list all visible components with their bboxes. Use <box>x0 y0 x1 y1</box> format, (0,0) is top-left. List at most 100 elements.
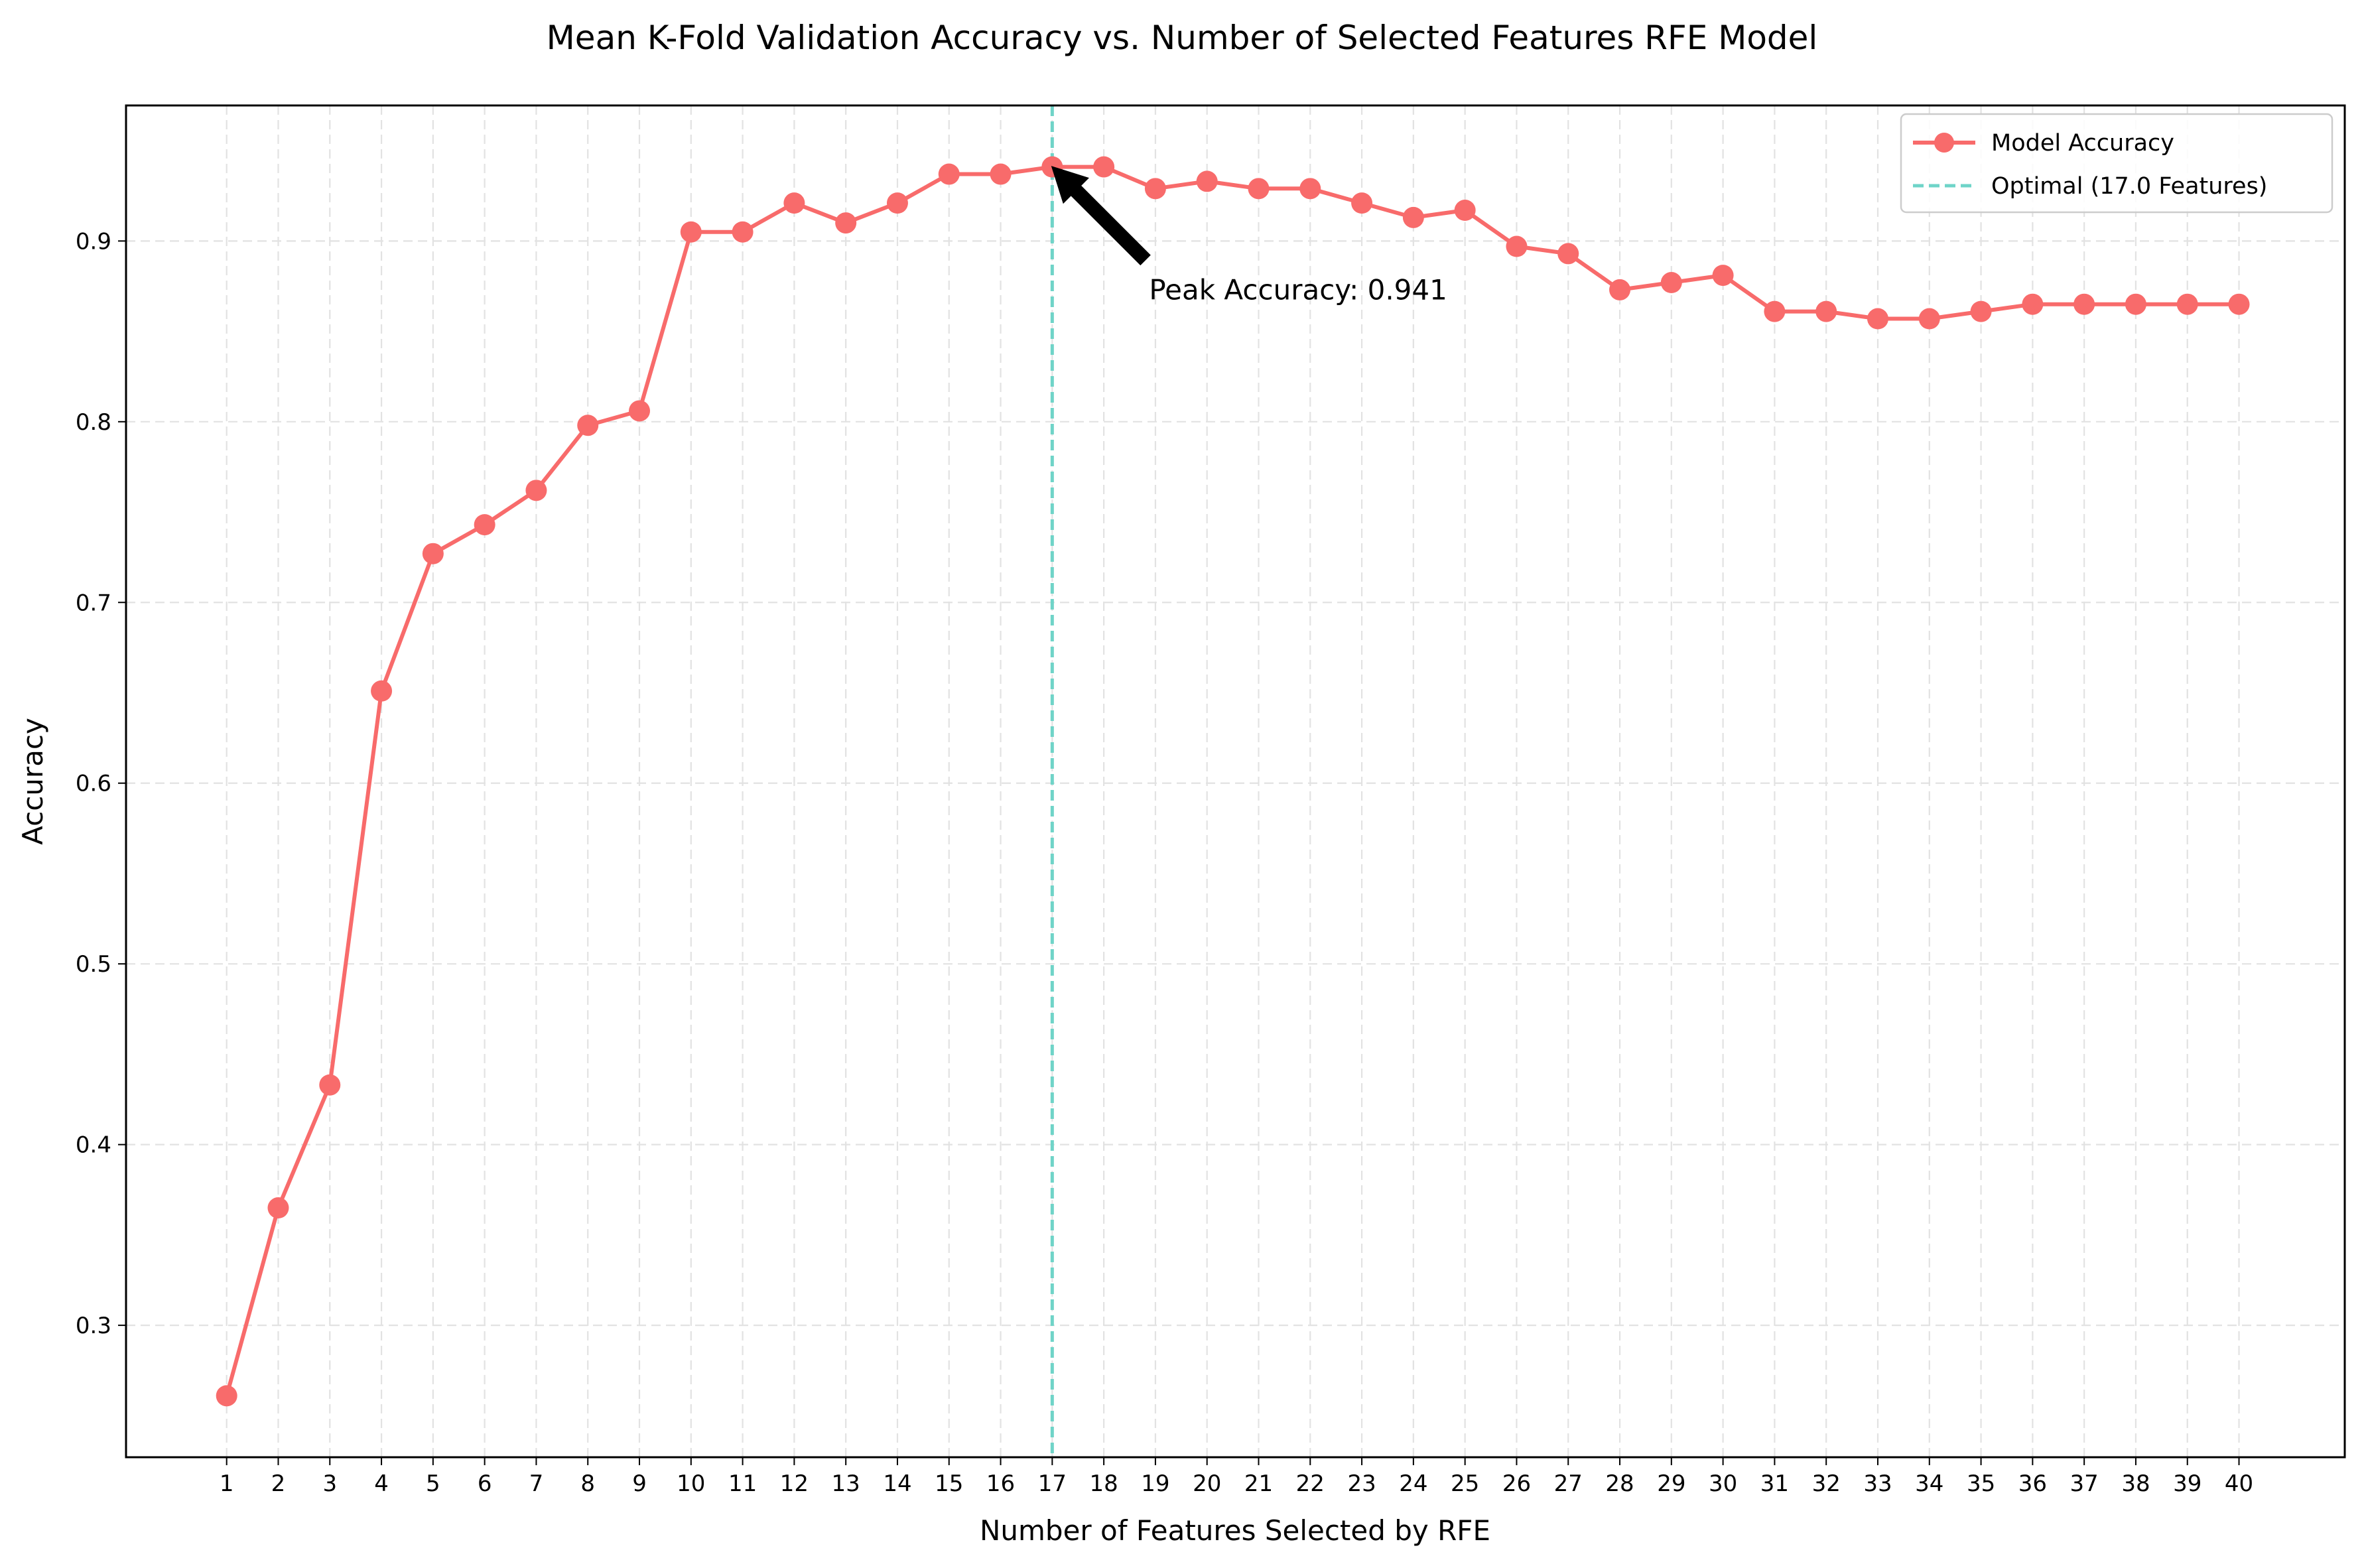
data-point <box>1093 156 1115 178</box>
x-tick-label: 11 <box>728 1470 757 1497</box>
data-point <box>680 221 702 243</box>
x-tick-label: 29 <box>1657 1470 1685 1497</box>
y-tick-label: 0.9 <box>76 228 111 255</box>
x-tick-label: 13 <box>832 1470 860 1497</box>
annotation-arrow <box>1051 166 1151 266</box>
x-tick-label: 21 <box>1244 1470 1273 1497</box>
data-point <box>474 514 495 536</box>
data-point <box>835 212 857 234</box>
annotation-text: Peak Accuracy: 0.941 <box>1149 274 1447 306</box>
x-axis-title: Number of Features Selected by RFE <box>980 1514 1490 1547</box>
legend-series-label: Model Accuracy <box>1991 130 2174 157</box>
data-point <box>783 192 805 214</box>
x-tick-label: 9 <box>632 1470 647 1497</box>
data-point <box>2228 293 2250 315</box>
data-point <box>1248 178 1270 200</box>
y-axis-title: Accuracy <box>17 718 49 845</box>
x-tick-label: 16 <box>986 1470 1015 1497</box>
x-tick-label: 23 <box>1347 1470 1376 1497</box>
x-tick-label: 40 <box>2225 1470 2253 1497</box>
data-point <box>629 400 651 422</box>
x-tick-label: 28 <box>1605 1470 1634 1497</box>
chart-title: Mean K-Fold Validation Accuracy vs. Numb… <box>547 19 1818 57</box>
y-tick-label: 0.7 <box>76 590 111 616</box>
data-point <box>1299 178 1321 200</box>
data-point <box>1815 300 1837 322</box>
data-point <box>1144 178 1166 200</box>
data-point <box>1454 200 1476 222</box>
data-point <box>525 480 547 501</box>
x-tick-label: 5 <box>426 1470 440 1497</box>
data-point <box>2176 293 2198 315</box>
data-point <box>1402 206 1424 228</box>
x-tick-label: 20 <box>1193 1470 1221 1497</box>
x-tick-label: 25 <box>1451 1470 1479 1497</box>
x-tick-label: 33 <box>1863 1470 1892 1497</box>
data-point <box>1712 265 1734 287</box>
x-tick-label: 22 <box>1296 1470 1325 1497</box>
x-tick-label: 18 <box>1090 1470 1118 1497</box>
data-point <box>267 1197 289 1219</box>
data-point <box>371 680 393 702</box>
data-point <box>1970 300 1992 322</box>
data-point <box>2125 293 2146 315</box>
x-tick-label: 10 <box>677 1470 705 1497</box>
x-tick-label: 39 <box>2173 1470 2201 1497</box>
x-tick-label: 7 <box>529 1470 544 1497</box>
x-tick-label: 35 <box>1967 1470 1995 1497</box>
x-tick-label: 31 <box>1760 1470 1789 1497</box>
x-tick-label: 15 <box>935 1470 963 1497</box>
x-tick-label: 14 <box>883 1470 911 1497</box>
data-point <box>1351 192 1373 214</box>
y-tick-label: 0.6 <box>76 771 111 797</box>
data-point <box>1609 279 1631 300</box>
x-tick-label: 1 <box>220 1470 234 1497</box>
data-point <box>577 415 599 436</box>
y-tick-label: 0.8 <box>76 409 111 436</box>
data-point <box>2022 293 2044 315</box>
series-line-model-accuracy <box>224 164 2239 1397</box>
y-tick-label: 0.3 <box>76 1313 111 1339</box>
annotation-group: Peak Accuracy: 0.941 <box>1051 166 1447 306</box>
x-tick-label: 37 <box>2070 1470 2099 1497</box>
x-tick-label: 36 <box>2018 1470 2047 1497</box>
data-point <box>886 192 908 214</box>
x-tick-label: 32 <box>1812 1470 1841 1497</box>
data-point <box>938 163 960 185</box>
x-tick-label: 26 <box>1502 1470 1531 1497</box>
data-point <box>1506 235 1528 257</box>
legend-series-marker <box>1934 133 1954 153</box>
x-tick-label: 27 <box>1554 1470 1583 1497</box>
data-point <box>1196 170 1218 192</box>
data-point <box>1764 300 1786 322</box>
x-tick-label: 8 <box>580 1470 595 1497</box>
x-tick-label: 17 <box>1038 1470 1067 1497</box>
data-point <box>1557 243 1579 265</box>
data-point <box>990 163 1012 185</box>
y-tick-label: 0.4 <box>76 1132 111 1159</box>
data-point <box>732 221 754 243</box>
y-axis: 0.3 0.4 0.5 0.6 0.7 0.8 0.9 <box>76 228 126 1339</box>
x-tick-label: 2 <box>271 1470 286 1497</box>
data-point <box>1918 308 1940 330</box>
data-point <box>216 1385 237 1407</box>
data-point <box>319 1074 341 1096</box>
legend: Model Accuracy Optimal (17.0 Features) <box>1900 113 2333 214</box>
data-point <box>422 543 444 564</box>
x-tick-label: 30 <box>1709 1470 1737 1497</box>
legend-optimal-label: Optimal (17.0 Features) <box>1991 173 2267 200</box>
data-point <box>1867 308 1888 330</box>
grid-lines <box>126 105 2345 1457</box>
x-tick-label: 24 <box>1399 1470 1427 1497</box>
y-tick-label: 0.5 <box>76 951 111 978</box>
x-tick-label: 12 <box>780 1470 809 1497</box>
x-tick-label: 4 <box>374 1470 389 1497</box>
x-tick-label: 34 <box>1915 1470 1943 1497</box>
data-point <box>1660 272 1682 294</box>
x-axis: 1 2 3 4 5 6 7 8 9 10 11 12 13 14 15 16 17 18 19 20 21 22 23 24 2… <box>220 1457 2253 1497</box>
x-tick-label: 38 <box>2121 1470 2150 1497</box>
x-tick-label: 19 <box>1141 1470 1169 1497</box>
plot-frame <box>125 104 2346 1459</box>
x-tick-label: 6 <box>478 1470 492 1497</box>
